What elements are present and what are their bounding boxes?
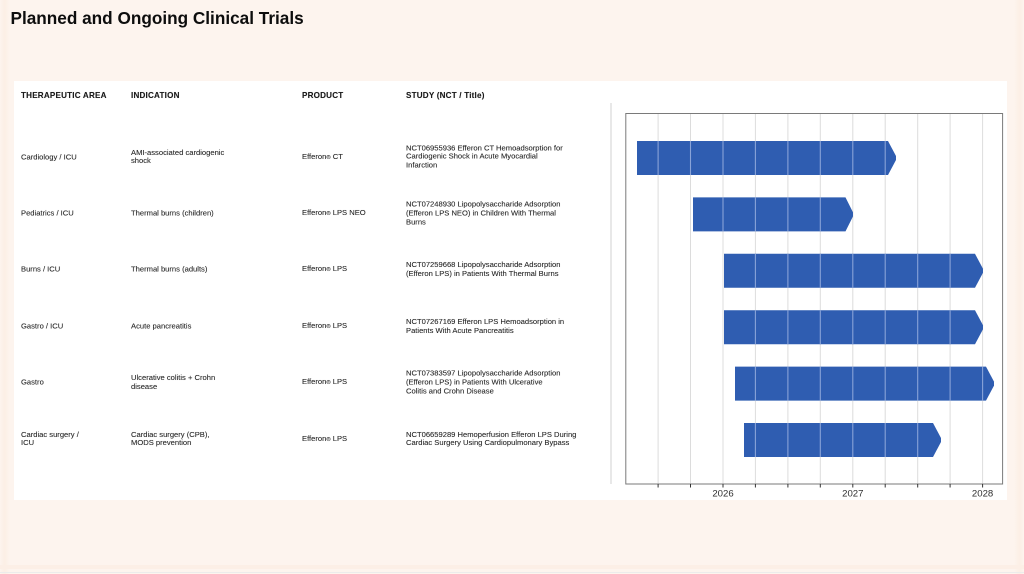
svg-text:2027: 2027	[842, 489, 863, 500]
svg-text:2028: 2028	[972, 489, 993, 500]
svg-text:2026: 2026	[712, 489, 733, 500]
